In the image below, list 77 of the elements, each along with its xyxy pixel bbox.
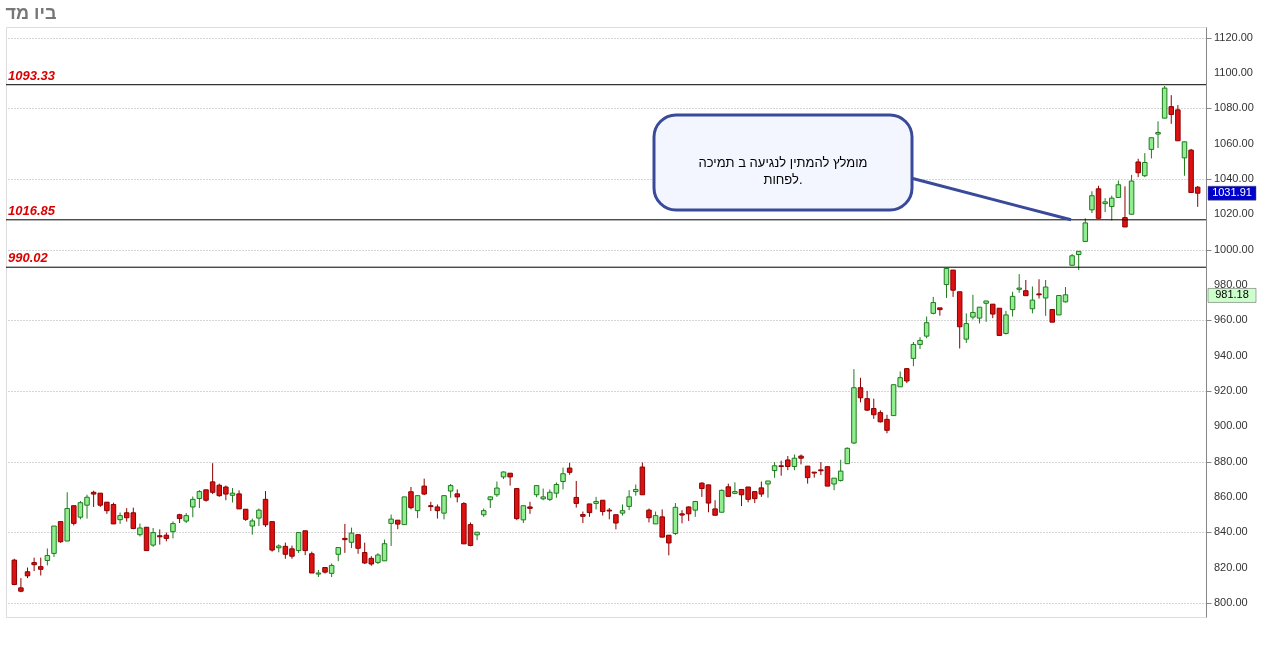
candlestick [348,527,355,549]
y-tick-label: 1020.00 [1214,207,1254,220]
candlestick [355,534,361,555]
candlestick [408,486,414,510]
candlestick [1036,278,1042,300]
y-tick-label: 860.00 [1214,489,1248,502]
candlestick [593,496,599,510]
candlestick [57,521,64,544]
candlestick [414,495,421,519]
y-tick-label: 1040.00 [1214,171,1254,184]
y-tick-label: 960.00 [1214,313,1248,326]
candlestick [626,489,632,511]
candlestick [170,520,176,539]
candlestick [527,501,533,515]
y-tick-label: 980.00 [1214,277,1248,290]
candlestick [1181,141,1188,177]
candlestick [923,316,930,339]
candlestick [474,531,480,541]
y-tick-label: 940.00 [1214,348,1248,361]
candlestick [150,527,156,548]
y-tick-label: 1080.00 [1214,101,1254,114]
candlestick [718,488,725,513]
candlestick [1135,158,1141,178]
ref-line-label: 990.02 [8,250,49,266]
y-tick-label: 920.00 [1214,383,1248,396]
candlestick [732,481,738,495]
candlestick [295,532,302,554]
candlestick [143,526,150,552]
candlestick [441,495,447,520]
candlestick [31,557,37,572]
candlestick [117,512,123,525]
candlestick [507,472,513,487]
candlestick [1148,137,1155,159]
candlestick [494,481,500,498]
candlestick [1009,291,1016,318]
candlestick [963,312,970,344]
candlestick [950,269,956,298]
candlestick [342,523,348,554]
candlestick [983,300,989,323]
y-tick-label: 880.00 [1214,454,1248,467]
candlestick [302,530,308,556]
candlestick [573,480,579,509]
candlestick [943,267,950,299]
candlestick [765,480,771,499]
candlestick [1075,250,1082,271]
candlestick [1089,190,1095,214]
candlestick [1029,285,1036,314]
y-tick-label: 840.00 [1214,525,1248,538]
y-tick-label: 1060.00 [1214,136,1254,149]
text: 1031.91 [1212,186,1252,199]
y-tick-label: 1100.00 [1214,65,1253,78]
y-tick-label: 900.00 [1214,419,1248,432]
candlestick [190,496,196,518]
candlestick [1003,310,1009,336]
candlestick [798,453,804,465]
candlestick [857,377,864,403]
candlestick [1155,120,1161,149]
y-tick-label: 800.00 [1214,595,1248,608]
candlestick [580,511,586,524]
ref-line-label: 1016.85 [8,202,56,218]
y-tick-label: 1120.00 [1214,30,1253,43]
text: 981.18 [1215,288,1249,301]
candlestick [71,505,77,526]
y-tick-label: 1000.00 [1214,242,1254,255]
candlestick [1082,217,1089,242]
candlestick [309,551,315,574]
y-tick-label: 820.00 [1214,560,1248,573]
candlestick [712,499,718,516]
candlestick [937,307,943,317]
candlestick [1042,279,1049,317]
candlestick [18,577,24,593]
candlestick [388,514,394,547]
ref-line-label: 1093.33 [8,67,56,83]
candlestick [1142,152,1148,178]
candlestick [560,467,566,490]
candlestick [1016,273,1022,294]
chart-title: ביו מד [5,3,57,23]
